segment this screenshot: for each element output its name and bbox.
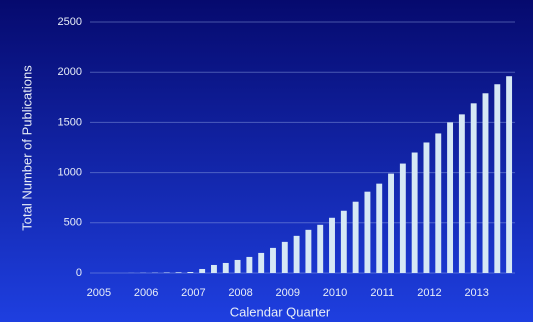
x-tick-label: 2009 (276, 287, 300, 299)
x-tick-label: 2010 (323, 287, 347, 299)
x-tick-label: 2005 (87, 287, 111, 299)
y-tick-label: 2000 (58, 66, 82, 78)
y-axis-title: Total Number of Publications (19, 65, 34, 231)
x-tick-label: 2007 (181, 287, 205, 299)
x-axis-title: Calendar Quarter (230, 304, 331, 319)
bar (399, 163, 406, 273)
bar (293, 235, 300, 273)
bar (423, 142, 430, 273)
bar (175, 272, 182, 273)
bar (305, 229, 312, 273)
x-tick-label: 2013 (464, 287, 488, 299)
bar (270, 247, 276, 273)
bar (494, 84, 501, 273)
bar (246, 256, 253, 273)
bar (352, 201, 359, 273)
y-tick-label: 2500 (58, 16, 82, 28)
bar (411, 152, 418, 273)
bar (258, 252, 265, 273)
bar (187, 271, 194, 273)
bar (340, 210, 347, 273)
bar (199, 268, 206, 273)
bar (506, 76, 513, 273)
bar (482, 93, 489, 273)
bar (222, 262, 229, 273)
y-tick-label: 0 (76, 267, 82, 279)
bar (317, 224, 324, 273)
bar (388, 173, 394, 273)
y-tick-label: 500 (64, 217, 82, 229)
bar (376, 183, 383, 273)
bar (234, 259, 241, 273)
x-tick-label: 2006 (134, 287, 158, 299)
y-tick-label: 1500 (58, 116, 82, 128)
bar (163, 272, 170, 273)
bar (281, 241, 288, 273)
bar (435, 133, 442, 273)
bar (211, 264, 217, 273)
y-tick-label: 1000 (58, 167, 82, 179)
bar (364, 191, 371, 273)
x-tick-label: 2012 (417, 287, 441, 299)
bar (458, 114, 465, 273)
bar (470, 103, 477, 273)
bar (329, 217, 335, 273)
x-tick-label: 2008 (228, 287, 252, 299)
x-tick-label: 2011 (370, 287, 394, 299)
bar (447, 122, 454, 274)
